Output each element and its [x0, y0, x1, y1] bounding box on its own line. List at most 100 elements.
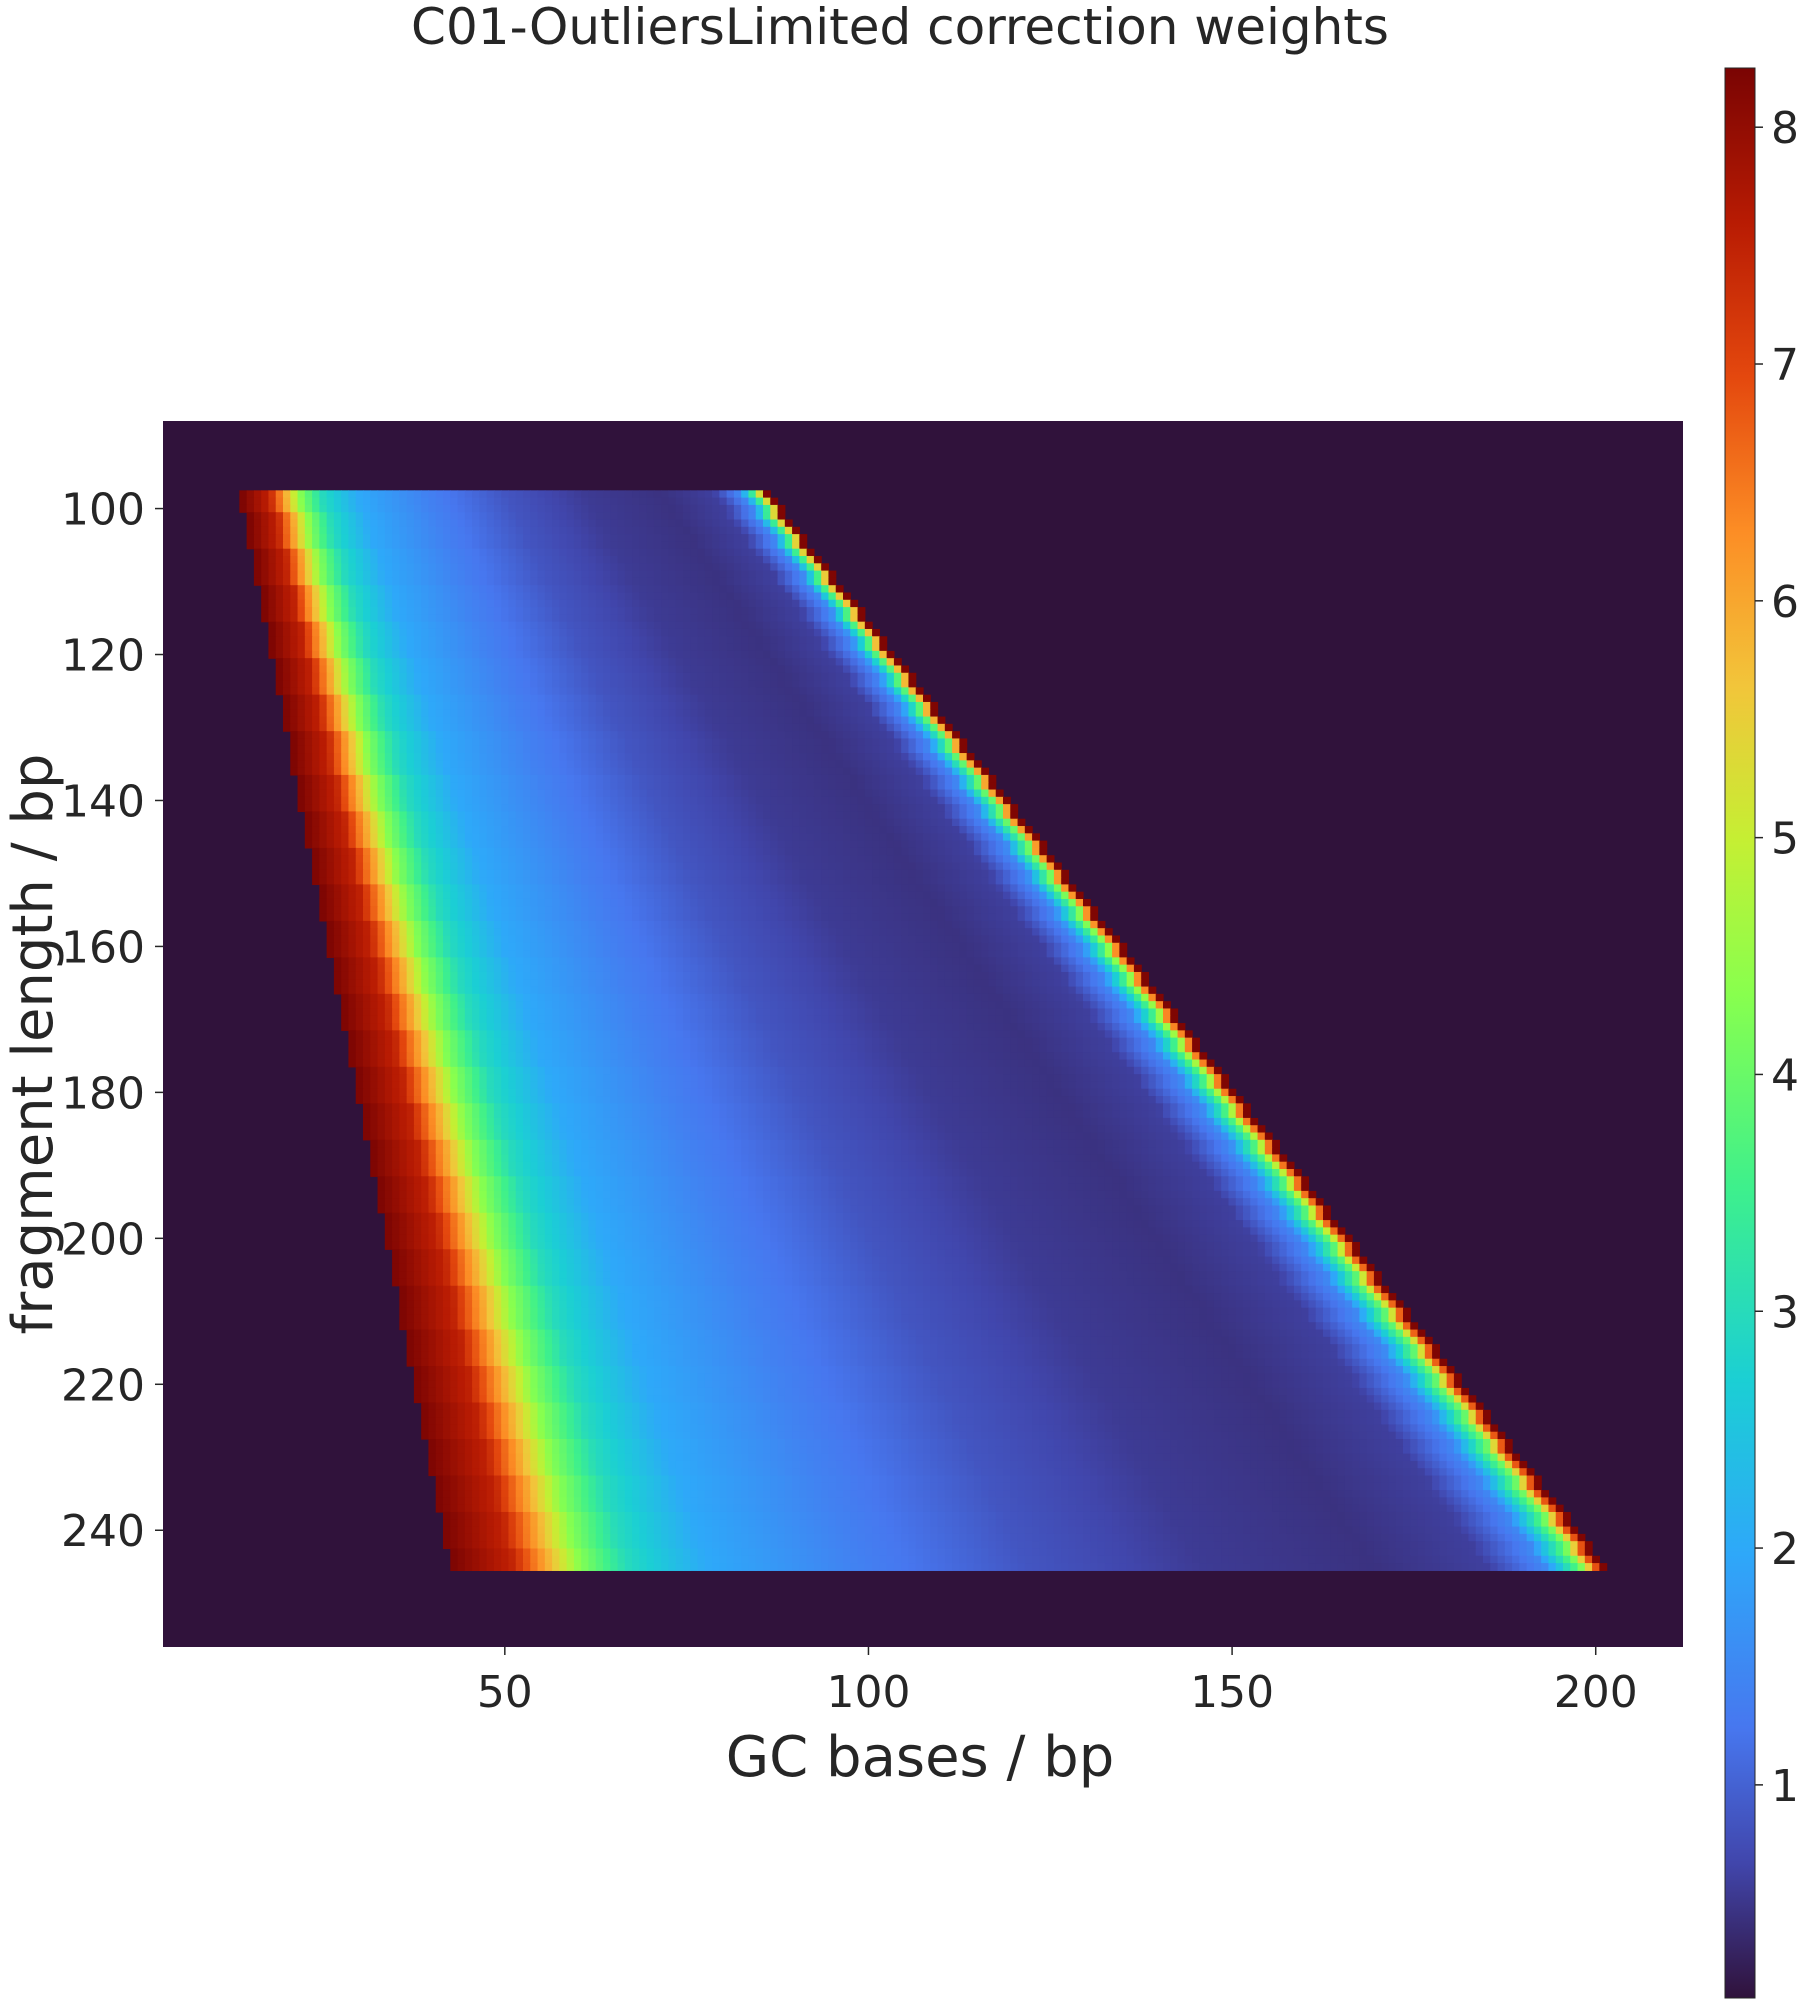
heatmap-cell — [464, 760, 473, 769]
heatmap-cell — [813, 636, 822, 645]
heatmap-cell — [595, 592, 604, 601]
heatmap-cell — [319, 731, 328, 740]
heatmap-cell — [755, 774, 764, 783]
heatmap-cell — [413, 526, 422, 535]
heatmap-cell — [668, 658, 677, 667]
heatmap-cell — [813, 658, 822, 667]
heatmap-cell — [901, 731, 910, 740]
heatmap-cell — [406, 774, 415, 783]
heatmap-cell — [828, 862, 837, 871]
heatmap-cell — [813, 869, 822, 878]
heatmap-cell — [559, 570, 568, 579]
heatmap-cell — [537, 818, 546, 827]
heatmap-cell — [777, 884, 786, 893]
heatmap-cell — [370, 694, 379, 703]
heatmap-cell — [544, 658, 553, 667]
heatmap-cell — [304, 767, 313, 776]
heatmap-cell — [712, 869, 720, 878]
heatmap-cell — [523, 497, 531, 506]
heatmap-cell — [653, 789, 662, 798]
heatmap-cell — [719, 767, 728, 776]
heatmap-cell — [377, 862, 386, 871]
heatmap-cell — [690, 884, 699, 893]
heatmap-cell — [457, 745, 466, 754]
heatmap-cell — [813, 731, 822, 740]
heatmap-cell — [770, 512, 779, 521]
heatmap-cell — [661, 534, 670, 543]
heatmap-cell — [486, 650, 495, 659]
heatmap-cell — [748, 599, 757, 608]
heatmap-cell — [733, 650, 742, 659]
heatmap-cell — [552, 556, 560, 564]
heatmap-cell — [712, 782, 720, 791]
heatmap-cell — [646, 782, 655, 791]
heatmap-cell — [384, 709, 393, 718]
heatmap-cell — [341, 738, 350, 747]
heatmap-cell — [850, 694, 859, 703]
heatmap-cell — [668, 833, 677, 842]
heatmap-cell — [821, 716, 830, 725]
heatmap-cell — [290, 526, 299, 535]
heatmap-cell — [588, 753, 597, 761]
heatmap-cell — [399, 658, 408, 667]
heatmap-cell — [413, 577, 422, 586]
chart-title: C01-OutliersLimited correction weights — [411, 0, 1389, 56]
heatmap-cell — [283, 577, 291, 586]
heatmap-cell — [355, 877, 364, 885]
heatmap-cell — [297, 767, 306, 776]
heatmap-cell — [792, 753, 800, 761]
heatmap-cell — [304, 745, 313, 754]
heatmap-cell — [450, 738, 459, 747]
heatmap-cell — [464, 840, 473, 849]
heatmap-cell — [355, 731, 364, 740]
heatmap-cell — [675, 563, 684, 572]
heatmap-cell — [741, 869, 750, 878]
heatmap-cell — [835, 701, 844, 710]
heatmap-cell — [835, 796, 844, 805]
heatmap-cell — [421, 694, 430, 703]
heatmap-cell — [901, 745, 910, 754]
heatmap-cell — [377, 767, 386, 776]
heatmap-cell — [763, 833, 771, 842]
heatmap-cell — [624, 643, 633, 652]
heatmap-cell — [428, 577, 437, 586]
heatmap-cell — [326, 592, 335, 601]
heatmap-cell — [515, 826, 524, 834]
heatmap-cell — [748, 650, 757, 659]
heatmap-cell — [457, 694, 466, 703]
heatmap-cell — [566, 512, 575, 521]
heatmap-cell — [493, 636, 502, 645]
heatmap-cell — [508, 833, 517, 842]
heatmap-cell — [813, 599, 822, 608]
heatmap-cell — [312, 628, 320, 637]
heatmap-cell — [530, 519, 539, 528]
heatmap-cell — [784, 767, 793, 776]
heatmap-cell — [741, 716, 750, 725]
heatmap-cell — [333, 774, 342, 783]
heatmap-cell — [799, 789, 808, 798]
heatmap-cell — [326, 643, 335, 652]
heatmap-cell — [697, 738, 706, 747]
heatmap-cell — [304, 833, 313, 842]
heatmap-cell — [697, 709, 706, 718]
heatmap-cell — [850, 891, 859, 900]
heatmap-cell — [377, 650, 386, 659]
heatmap-cell — [1010, 862, 1019, 871]
heatmap-cell — [617, 665, 626, 674]
heatmap-cell — [581, 716, 590, 725]
heatmap-cell — [661, 701, 670, 710]
heatmap-cell — [617, 709, 626, 718]
heatmap-cell — [559, 526, 568, 535]
heatmap-cell — [341, 614, 350, 623]
heatmap-cell — [588, 614, 597, 623]
heatmap-cell — [370, 804, 379, 813]
heatmap-cell — [464, 811, 473, 820]
heatmap-cell — [690, 621, 699, 630]
heatmap-cell — [850, 636, 859, 645]
heatmap-cell — [552, 694, 560, 703]
heatmap-cell — [581, 599, 590, 608]
heatmap-cell — [450, 636, 459, 645]
heatmap-cell — [690, 877, 699, 885]
heatmap-cell — [435, 643, 444, 652]
heatmap-cell — [639, 847, 648, 856]
